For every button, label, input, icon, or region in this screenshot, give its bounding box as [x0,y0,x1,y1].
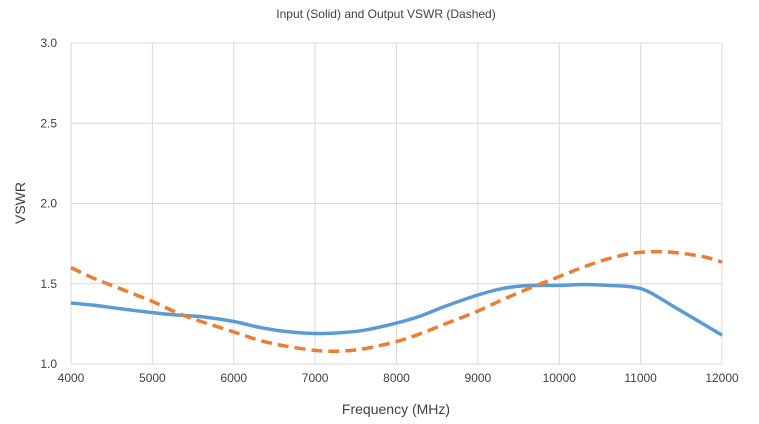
y-tick-label: 2.0 [40,197,57,211]
x-tick-labels: 4000 5000 6000 7000 8000 9000 10000 11000 12000 [58,371,739,385]
x-tick-label: 12000 [705,371,739,385]
grid-layer [70,42,723,365]
x-tick-label: 5000 [139,371,166,385]
x-tick-label: 8000 [383,371,410,385]
x-tick-label: 6000 [220,371,247,385]
x-axis-title: Frequency (MHz) [342,401,450,417]
series-layer [70,249,723,354]
y-tick-label: 2.5 [40,116,57,130]
input-vswr-line [70,282,723,337]
chart-title: Input (Solid) and Output VSWR (Dashed) [276,7,495,21]
y-tick-label: 1.0 [40,357,57,371]
x-tick-label: 9000 [465,371,492,385]
y-tick-labels: 1.0 1.5 2.0 2.5 3.0 [40,36,57,371]
x-tick-label: 7000 [302,371,329,385]
y-tick-label: 1.5 [40,277,57,291]
x-tick-label: 11000 [624,371,657,385]
y-axis-title: VSWR [12,182,28,224]
x-tick-label: 4000 [58,371,85,385]
x-tick-label: 10000 [543,371,577,385]
y-tick-label: 3.0 [40,36,57,50]
